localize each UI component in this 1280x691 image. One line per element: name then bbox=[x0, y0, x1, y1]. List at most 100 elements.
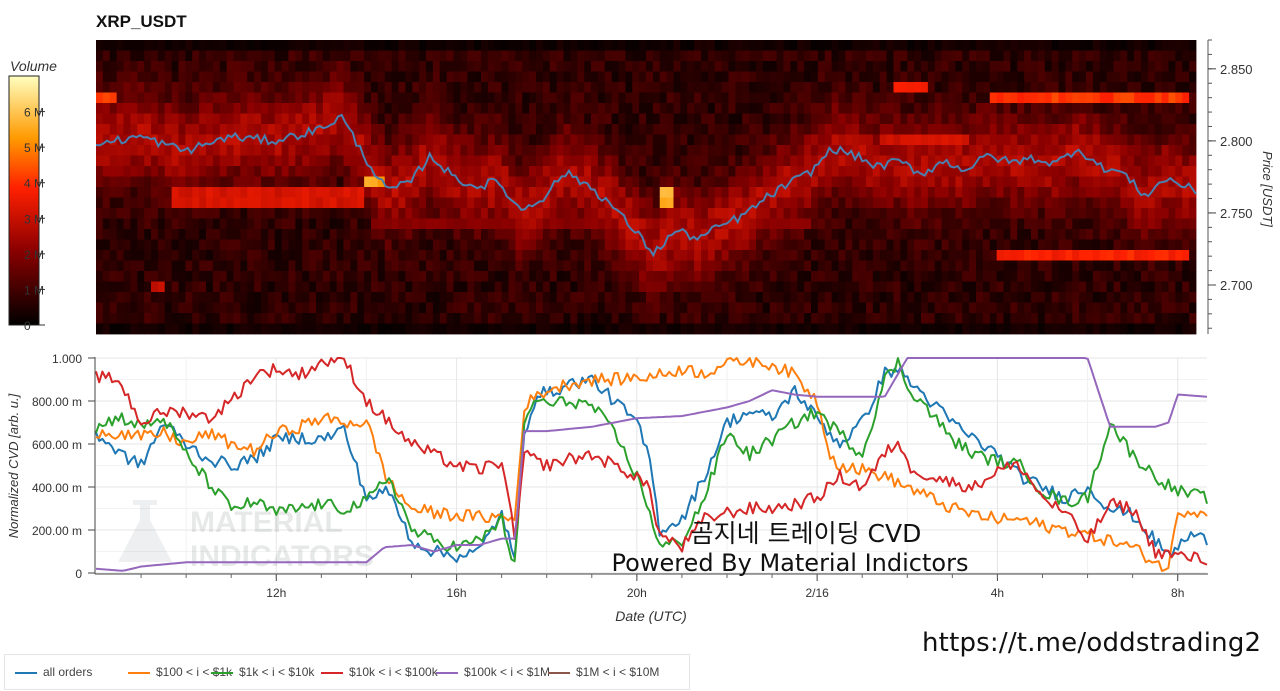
heatmap-cell bbox=[1003, 260, 1011, 272]
heatmap-cell bbox=[879, 71, 888, 83]
heatmap-cell bbox=[453, 176, 461, 188]
telegram-url[interactable]: https://t.me/oddstrading2 bbox=[922, 628, 1262, 658]
heatmap-cell bbox=[137, 71, 145, 83]
heatmap-cell bbox=[144, 260, 152, 272]
heatmap-cell bbox=[309, 82, 317, 93]
heatmap-cell bbox=[721, 250, 729, 261]
heatmap-cell bbox=[178, 176, 186, 188]
heatmap-cell bbox=[542, 197, 551, 209]
heatmap-cell bbox=[639, 71, 647, 83]
heatmap-cell bbox=[639, 50, 647, 62]
heatmap-cell bbox=[707, 260, 716, 272]
heatmap-cell bbox=[934, 187, 943, 198]
heatmap-cell bbox=[618, 187, 626, 198]
heatmap-cell bbox=[116, 271, 124, 282]
heatmap-cell bbox=[1072, 166, 1080, 177]
heatmap-cell bbox=[439, 145, 448, 156]
heatmap-cell bbox=[329, 260, 338, 272]
heatmap-cell bbox=[673, 239, 681, 251]
legend-item[interactable]: $1k < i < $10k bbox=[211, 665, 314, 679]
heatmap-cell bbox=[1182, 239, 1190, 251]
heatmap-cell bbox=[336, 71, 344, 83]
heatmap-cell bbox=[776, 113, 784, 125]
heatmap-cell bbox=[673, 197, 681, 209]
heatmap-cell bbox=[1134, 113, 1142, 125]
heatmap-cell bbox=[1161, 313, 1169, 324]
legend-item[interactable]: $100k < i < $1M bbox=[436, 665, 550, 679]
heatmap-cell bbox=[295, 103, 303, 114]
heatmap-cell bbox=[563, 82, 571, 93]
heatmap-cell bbox=[556, 50, 564, 62]
heatmap-cell bbox=[1051, 82, 1059, 93]
heatmap-cell bbox=[1113, 302, 1121, 314]
heatmap-cell bbox=[762, 218, 771, 230]
heatmap-cell bbox=[687, 176, 695, 188]
heatmap-cell bbox=[274, 176, 283, 188]
heatmap-cell bbox=[907, 292, 915, 303]
heatmap-cell bbox=[467, 92, 475, 104]
heatmap-cell bbox=[529, 155, 537, 167]
heatmap-cell bbox=[811, 313, 819, 324]
heatmap-cell bbox=[563, 71, 571, 83]
heatmap-cell bbox=[302, 239, 310, 251]
heatmap-cell bbox=[701, 208, 709, 219]
heatmap-cell bbox=[646, 155, 654, 167]
heatmap-cell bbox=[824, 134, 833, 146]
heatmap-cell bbox=[797, 292, 805, 303]
heatmap-cell bbox=[288, 71, 296, 83]
legend-item[interactable]: $10k < i < $100k bbox=[321, 665, 438, 679]
heatmap-cell bbox=[233, 176, 241, 188]
heatmap-cell bbox=[769, 82, 778, 93]
heatmap-cell bbox=[728, 176, 736, 188]
heatmap-cell bbox=[632, 218, 640, 230]
heatmap-cell bbox=[515, 292, 523, 303]
heatmap-cell bbox=[123, 260, 131, 272]
heatmap-cell bbox=[391, 260, 399, 272]
heatmap-cell bbox=[515, 271, 523, 282]
heatmap-cell bbox=[982, 134, 991, 146]
heatmap-cell bbox=[1092, 166, 1101, 177]
legend-item[interactable]: $100 < i < $1k bbox=[128, 665, 232, 679]
heatmap-cell bbox=[171, 155, 179, 167]
heatmap-cell bbox=[872, 50, 881, 62]
heatmap-cell bbox=[240, 292, 248, 303]
heatmap-cell bbox=[563, 134, 571, 146]
heatmap-cell bbox=[302, 71, 310, 83]
heatmap-cell bbox=[1024, 218, 1032, 230]
heatmap-cell bbox=[1010, 292, 1018, 303]
heatmap-cell bbox=[247, 260, 255, 272]
heatmap-cell bbox=[611, 176, 619, 188]
heatmap-cell bbox=[804, 40, 812, 51]
heatmap-cell bbox=[1134, 103, 1142, 114]
heatmap-cell bbox=[769, 103, 778, 114]
heatmap-cell bbox=[439, 71, 448, 83]
heatmap-cell bbox=[831, 323, 839, 335]
heatmap-cell bbox=[1072, 260, 1080, 272]
heatmap-cell bbox=[1072, 271, 1080, 282]
heatmap-cell bbox=[384, 145, 393, 156]
heatmap-cell bbox=[1072, 292, 1080, 303]
heatmap-cell bbox=[570, 197, 578, 209]
heatmap-cell bbox=[941, 134, 949, 146]
heatmap-cell bbox=[212, 302, 221, 314]
heatmap-cell bbox=[563, 40, 571, 51]
legend-item[interactable]: $1M < i < $10M bbox=[548, 665, 659, 679]
heatmap-cell bbox=[487, 124, 496, 135]
heatmap-cell bbox=[364, 71, 372, 83]
heatmap-cell bbox=[1113, 229, 1121, 240]
heatmap-cell bbox=[137, 103, 145, 114]
heatmap-cell bbox=[501, 134, 509, 146]
heatmap-cell bbox=[1037, 197, 1046, 209]
heatmap-cell bbox=[1010, 176, 1018, 188]
heatmap-cell bbox=[460, 145, 468, 156]
heatmap-cell bbox=[453, 82, 461, 93]
heatmap-cell bbox=[735, 103, 743, 114]
heatmap-cell bbox=[1051, 124, 1059, 135]
heatmap-cell bbox=[570, 292, 578, 303]
heatmap-cell bbox=[962, 103, 970, 114]
heatmap-cell bbox=[790, 113, 798, 125]
heatmap-cell bbox=[577, 197, 585, 209]
heatmap-cell bbox=[893, 103, 901, 114]
legend-item[interactable]: all orders bbox=[15, 665, 92, 679]
heatmap-cell bbox=[164, 239, 173, 251]
